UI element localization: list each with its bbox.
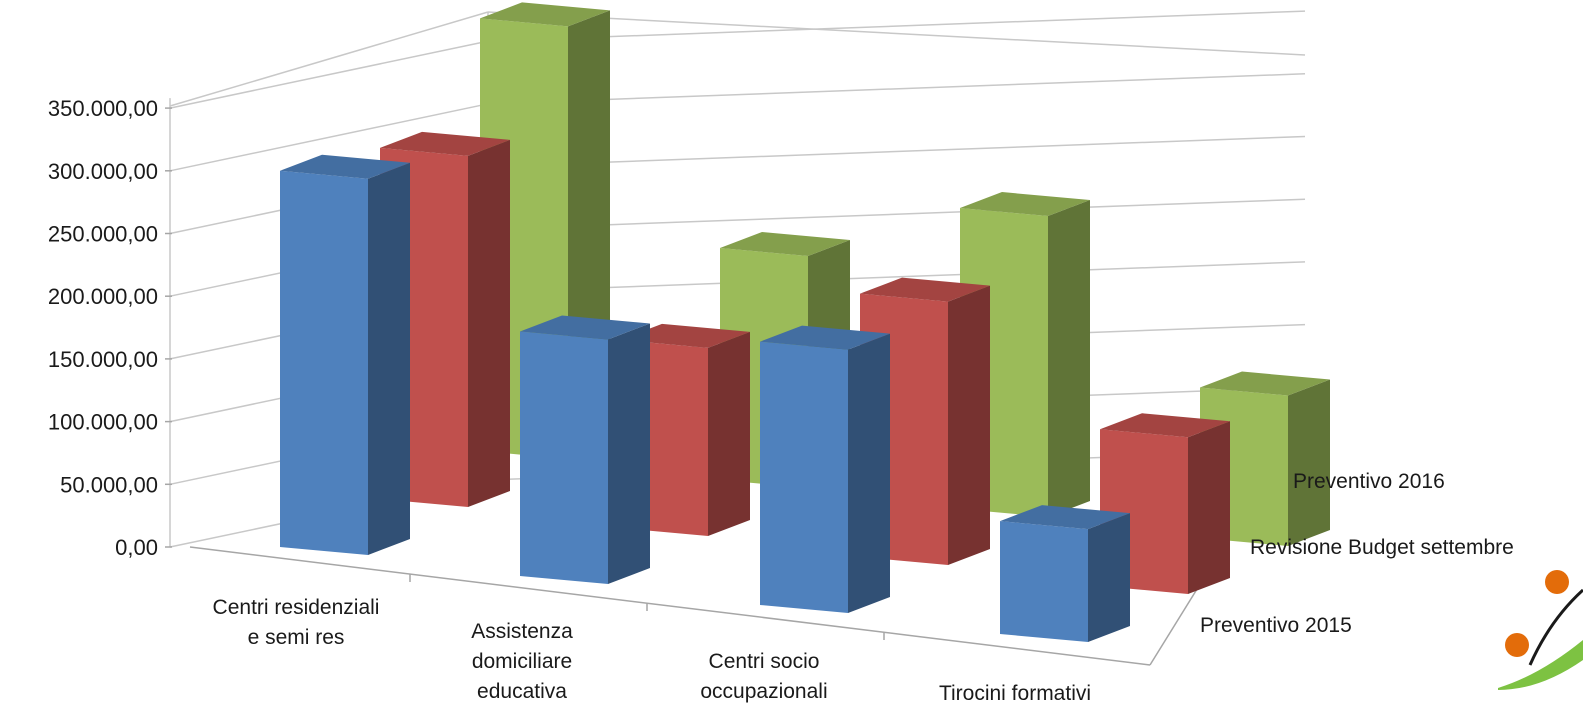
series-label: Revisione Budget settembre — [1250, 536, 1514, 559]
bar-side — [368, 162, 410, 556]
bar — [280, 154, 410, 556]
y-tick-label: 300.000,00 — [48, 159, 158, 184]
bar-top — [520, 315, 650, 340]
bar-side — [948, 285, 990, 565]
bar — [760, 325, 890, 613]
series-axis: Preventivo 2015 Revisione Budget settembr… — [1200, 470, 1514, 637]
wall-edge-topleft — [169, 11, 489, 107]
bar-front — [1000, 521, 1088, 642]
bar-top — [860, 277, 990, 302]
series-label: Preventivo 2016 — [1293, 470, 1445, 493]
bar — [1000, 505, 1130, 642]
bar-side — [1088, 513, 1130, 642]
y-tick-label: 150.000,00 — [48, 347, 158, 372]
category-label: Tirocini formativi — [939, 682, 1091, 705]
bar-top — [760, 325, 890, 350]
bar-side — [848, 333, 890, 613]
gridline-back — [487, 10, 1306, 42]
bar-top — [1000, 505, 1130, 530]
bar-side — [468, 139, 510, 507]
bar-top — [620, 323, 750, 348]
y-tick-label: 350.000,00 — [48, 96, 158, 121]
y-tick-label: 100.000,00 — [48, 410, 158, 435]
bar-side — [1048, 200, 1090, 518]
category-label: Centri socio occupazionali — [700, 650, 827, 703]
bar-side — [608, 323, 650, 584]
gridline-left — [169, 40, 489, 109]
bar-front — [280, 170, 368, 556]
bar-front — [760, 341, 848, 613]
logo-swoosh — [1498, 640, 1583, 690]
wall-edge-top — [487, 11, 1306, 56]
bar-side — [1288, 379, 1330, 546]
category-label: Centri residenziali e semi res — [213, 596, 380, 649]
bar-top — [1200, 371, 1330, 396]
bar-top — [960, 192, 1090, 217]
y-tick-label: 250.000,00 — [48, 222, 158, 247]
logo-dot-top — [1545, 570, 1569, 594]
gridline-back — [487, 261, 1306, 293]
gridline-back — [487, 198, 1306, 230]
bar-top — [1100, 413, 1230, 438]
y-tick-label: 0,00 — [115, 535, 158, 560]
bar-top — [280, 154, 410, 179]
y-tick-label: 50.000,00 — [60, 472, 158, 497]
logo-dot-left — [1505, 633, 1529, 657]
bar-top — [380, 131, 510, 156]
bars — [280, 2, 1330, 642]
y-tick-label: 200.000,00 — [48, 284, 158, 309]
logo-stroke — [1528, 588, 1583, 666]
y-axis: 0,00 50.000,00 100.000,00 150.000,00 200.000… — [48, 96, 172, 560]
series-label: Preventivo 2015 — [1200, 614, 1352, 637]
bar-side — [1188, 421, 1230, 594]
category-label: Assistenza domiciliare educativa — [471, 620, 573, 703]
gridline-back — [487, 135, 1306, 168]
bar — [520, 315, 650, 584]
floor-front — [189, 546, 1151, 666]
bar-top — [480, 2, 610, 27]
bar-side — [708, 331, 750, 536]
bar-front — [520, 331, 608, 584]
x-axis: Centri residenziali e semi res Assistenza d… — [213, 574, 1091, 705]
gridline-left — [169, 103, 489, 172]
gridline-back — [487, 73, 1306, 105]
logo — [1498, 570, 1583, 690]
bar-top — [720, 232, 850, 257]
